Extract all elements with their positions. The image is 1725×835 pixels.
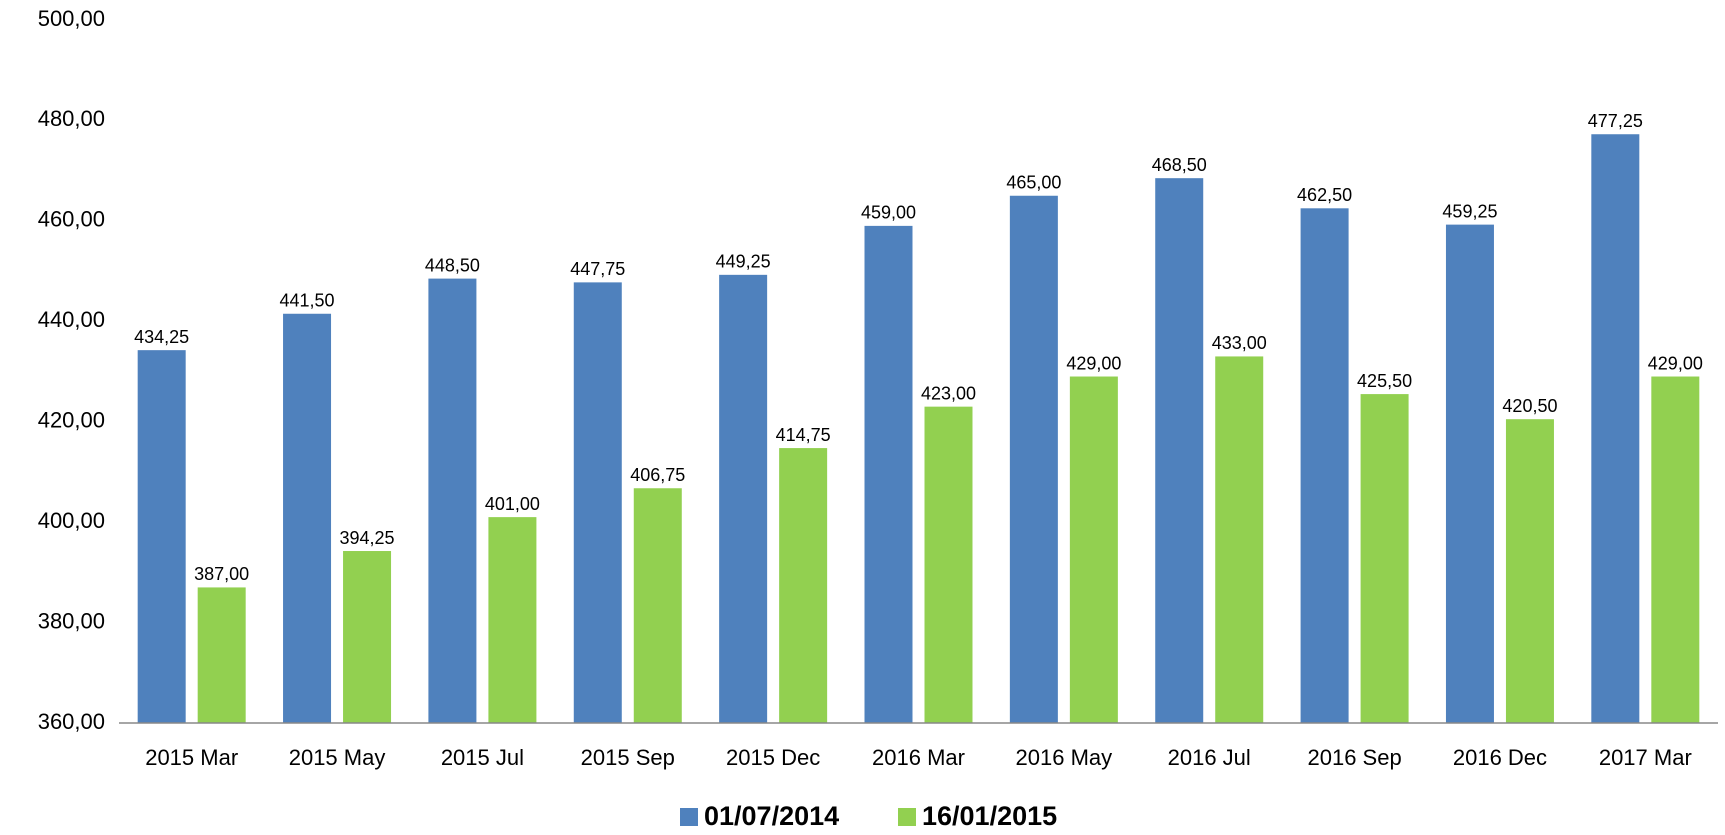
value-label: 447,75 <box>570 259 625 279</box>
bar <box>137 350 186 723</box>
legend-swatch <box>680 808 698 826</box>
value-label: 387,00 <box>194 564 249 584</box>
x-tick-label: 2015 Dec <box>726 745 820 770</box>
bar <box>1215 356 1264 723</box>
bar <box>633 488 682 723</box>
y-tick-label: 420,00 <box>38 408 105 433</box>
x-tick-label: 2016 Sep <box>1307 745 1401 770</box>
value-label: 394,25 <box>340 528 395 548</box>
x-tick-label: 2016 May <box>1016 745 1113 770</box>
y-tick-label: 400,00 <box>38 508 105 533</box>
bar <box>719 274 768 723</box>
value-label: 425,50 <box>1357 371 1412 391</box>
legend-label: 01/07/2014 <box>704 801 839 831</box>
value-label: 459,25 <box>1442 201 1497 221</box>
bar <box>343 551 392 723</box>
value-label: 401,00 <box>485 494 540 514</box>
value-label: 406,75 <box>630 465 685 485</box>
y-tick-label: 440,00 <box>38 307 105 332</box>
bar <box>864 225 913 723</box>
bar <box>924 406 973 723</box>
legend-label: 16/01/2015 <box>922 801 1057 831</box>
bar <box>1300 208 1349 723</box>
bar <box>573 282 622 723</box>
value-label: 468,50 <box>1152 155 1207 175</box>
bar <box>1505 419 1554 723</box>
y-tick-label: 380,00 <box>38 608 105 633</box>
bar <box>197 587 246 723</box>
value-label: 477,25 <box>1588 111 1643 131</box>
bar <box>488 517 537 723</box>
legend-swatch <box>898 808 916 826</box>
value-label: 448,50 <box>425 255 480 275</box>
value-label: 433,00 <box>1212 333 1267 353</box>
bar <box>1360 394 1409 723</box>
bar <box>428 278 477 723</box>
value-label: 414,75 <box>776 425 831 445</box>
x-tick-label: 2015 May <box>289 745 386 770</box>
value-label: 459,00 <box>861 203 916 223</box>
x-tick-label: 2016 Jul <box>1168 745 1251 770</box>
value-label: 449,25 <box>716 252 771 272</box>
value-label: 434,25 <box>134 327 189 347</box>
x-tick-label: 2015 Sep <box>581 745 675 770</box>
y-tick-label: 480,00 <box>38 106 105 131</box>
value-label: 441,50 <box>280 291 335 311</box>
y-tick-label: 460,00 <box>38 207 105 232</box>
value-label: 429,00 <box>1648 353 1703 373</box>
y-tick-label: 500,00 <box>38 6 105 31</box>
x-tick-label: 2017 Mar <box>1599 745 1692 770</box>
bar <box>779 448 828 723</box>
value-label: 420,50 <box>1502 396 1557 416</box>
value-label: 423,00 <box>921 383 976 403</box>
bar <box>1155 178 1204 724</box>
value-label: 429,00 <box>1066 353 1121 373</box>
x-tick-label: 2015 Mar <box>145 745 238 770</box>
x-tick-label: 2016 Mar <box>872 745 965 770</box>
bar <box>1069 376 1118 723</box>
bar <box>1445 224 1494 723</box>
y-tick-label: 360,00 <box>38 709 105 734</box>
bar <box>1591 134 1640 724</box>
bar <box>1651 376 1700 723</box>
value-label: 465,00 <box>1006 173 1061 193</box>
value-label: 462,50 <box>1297 185 1352 205</box>
bar <box>1009 195 1058 723</box>
bar <box>283 313 332 723</box>
x-tick-label: 2016 Dec <box>1453 745 1547 770</box>
x-tick-label: 2015 Jul <box>441 745 524 770</box>
